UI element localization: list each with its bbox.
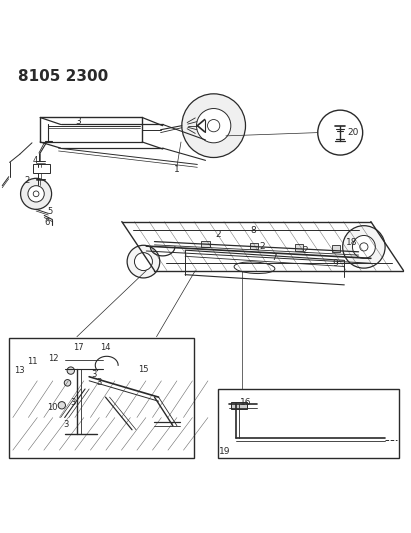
Text: 7: 7	[271, 253, 277, 262]
Circle shape	[318, 110, 363, 155]
Text: 1: 1	[174, 165, 180, 174]
Bar	[33, 164, 50, 173]
Text: 3: 3	[75, 117, 81, 126]
Circle shape	[67, 367, 74, 374]
Text: 5: 5	[47, 207, 52, 216]
Circle shape	[360, 243, 368, 251]
Text: 2: 2	[260, 243, 266, 252]
Text: 16: 16	[240, 398, 251, 407]
Text: 17: 17	[73, 343, 83, 352]
Text: 3: 3	[70, 398, 76, 407]
Bar	[296, 244, 303, 251]
Circle shape	[343, 225, 385, 268]
Text: 8: 8	[251, 226, 256, 235]
Bar	[201, 241, 210, 247]
Bar	[9, 338, 194, 458]
Text: 20: 20	[348, 128, 359, 137]
Circle shape	[28, 185, 44, 202]
Bar	[332, 245, 340, 252]
Text: 18: 18	[346, 238, 358, 247]
Circle shape	[21, 179, 52, 209]
Text: 6: 6	[44, 218, 50, 227]
Text: 10: 10	[47, 403, 58, 412]
Text: 2: 2	[24, 176, 29, 185]
Text: 14: 14	[100, 343, 111, 352]
Bar	[218, 389, 399, 457]
Text: 11: 11	[27, 357, 37, 366]
Circle shape	[196, 109, 231, 143]
Text: 2: 2	[215, 230, 221, 239]
Text: 4: 4	[32, 156, 37, 165]
Circle shape	[182, 94, 245, 158]
Bar	[249, 243, 258, 249]
Circle shape	[127, 245, 160, 278]
Circle shape	[208, 119, 220, 132]
Circle shape	[33, 191, 39, 197]
Text: 3: 3	[96, 378, 101, 387]
Circle shape	[134, 253, 152, 271]
Bar	[231, 402, 247, 409]
Text: 3: 3	[63, 421, 69, 430]
Text: 9: 9	[332, 259, 338, 268]
Text: 12: 12	[48, 354, 59, 363]
Circle shape	[58, 402, 65, 409]
Text: 15: 15	[138, 365, 149, 374]
Text: 2: 2	[303, 246, 308, 255]
Circle shape	[64, 379, 71, 386]
Circle shape	[353, 236, 375, 259]
Text: 13: 13	[14, 366, 25, 375]
Text: 8105 2300: 8105 2300	[18, 69, 108, 84]
Text: 19: 19	[219, 447, 231, 456]
Text: 3: 3	[92, 370, 97, 379]
